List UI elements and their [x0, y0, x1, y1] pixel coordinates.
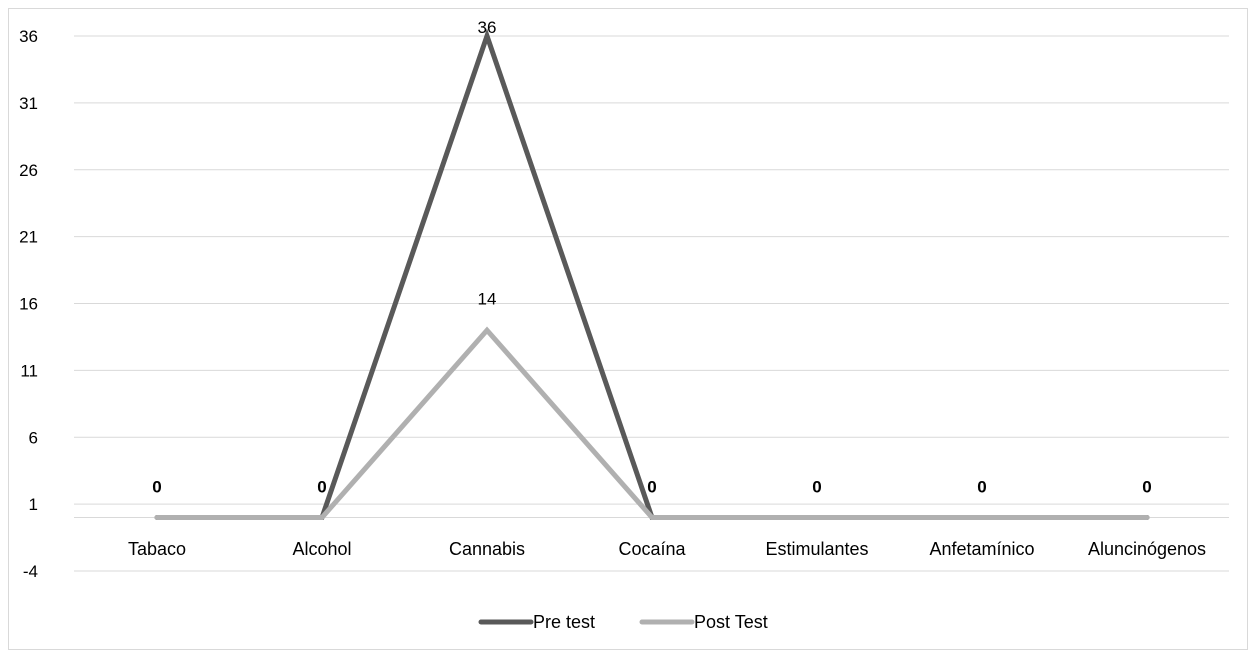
series-line-pre-test [154, 28, 1150, 520]
x-category-label: Cannabis [449, 539, 525, 559]
chart-area [8, 8, 1248, 650]
x-category-label: Estimulantes [765, 539, 868, 559]
data-label-pre-test: 0 [1142, 478, 1151, 497]
legend-item-post-test-label: Post Test [694, 612, 768, 632]
x-category-label: Anfetamínico [929, 539, 1034, 559]
y-tick-label: 16 [19, 295, 38, 314]
series-lines [154, 28, 1150, 520]
data-label-pre-test: 0 [647, 478, 656, 497]
y-tick-label: 21 [19, 228, 38, 247]
y-tick-label: 6 [29, 428, 38, 447]
y-tick-label: -4 [23, 562, 38, 581]
x-category-label: Tabaco [128, 539, 186, 559]
data-label-post-test: 14 [478, 289, 497, 308]
y-axis-tick-labels: 36 31 26 21 16 11 6 1 -4 [19, 27, 38, 581]
legend-item-pre-test-label: Pre test [533, 612, 595, 632]
y-tick-label: 1 [29, 495, 38, 514]
y-tick-label: 26 [19, 161, 38, 180]
y-tick-label: 36 [19, 27, 38, 46]
data-labels: 0 0 36 0 0 0 0 14 [152, 18, 1151, 497]
data-label-pre-test: 0 [977, 478, 986, 497]
x-category-label: Cocaína [618, 539, 686, 559]
data-label-pre-test: 0 [317, 478, 326, 497]
y-tick-label: 31 [19, 94, 38, 113]
data-label-pre-test: 0 [812, 478, 821, 497]
y-tick-label: 11 [20, 361, 38, 380]
x-axis-category-labels: Tabaco Alcohol Cannabis Cocaína Estimulantes… [128, 539, 1206, 559]
data-label-pre-test: 0 [152, 478, 161, 497]
legend: Pre test Post Test [478, 612, 768, 632]
x-category-label: Aluncinógenos [1088, 539, 1206, 559]
data-label-pre-test: 36 [478, 18, 497, 37]
x-category-label: Alcohol [292, 539, 351, 559]
